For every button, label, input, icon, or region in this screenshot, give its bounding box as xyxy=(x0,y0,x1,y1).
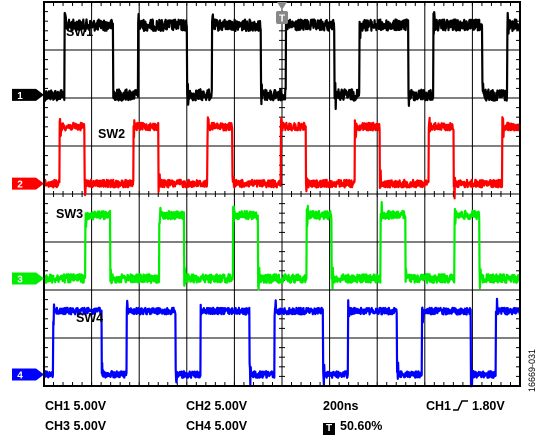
trigger-position-marker: T xyxy=(276,2,288,25)
trace-labels: SW1 SW2 SW3 SW4 xyxy=(56,25,125,325)
trace-label-sw1: SW1 xyxy=(66,25,93,39)
graticule xyxy=(44,2,520,386)
ch4-scale: CH4 5.00V xyxy=(186,419,248,433)
channel-marker-label: 4 xyxy=(17,370,23,381)
trace-label-sw3: SW3 xyxy=(56,207,83,221)
channel-marker-shape xyxy=(12,272,44,285)
channel-marker-shape xyxy=(12,368,44,381)
waveform-traces xyxy=(42,11,521,388)
trace-sw4 xyxy=(42,297,521,388)
trigger-level: 1.80V xyxy=(472,399,505,413)
channel-4-marker: 4 xyxy=(12,368,44,381)
channel-marker-shape xyxy=(12,177,44,190)
channel-3-marker: 3 xyxy=(12,272,44,285)
trigger-source: CH1 xyxy=(426,399,452,413)
ch2-scale: CH2 5.00V xyxy=(186,399,248,413)
rising-edge-icon xyxy=(453,400,469,411)
channel-marker-label: 1 xyxy=(17,91,23,102)
trigger-marker-label: T xyxy=(279,14,285,25)
channel-marker-label: 3 xyxy=(17,274,23,285)
ch3-scale: CH3 5.00V xyxy=(45,419,107,433)
trigger-position-value: 50.60% xyxy=(340,419,383,433)
trace-sw2 xyxy=(42,116,521,200)
trigger-position: T 50.60% xyxy=(323,419,382,435)
channel-marker-shape xyxy=(12,88,44,101)
channel-markers: 1 2 3 4 xyxy=(12,88,44,381)
channel-1-marker: 1 xyxy=(12,88,44,102)
trace-sw3 xyxy=(42,201,521,291)
trigger-badge-icon: T xyxy=(323,423,335,435)
trace-sw1 xyxy=(42,11,521,111)
ch1-scale: CH1 5.00V xyxy=(45,399,107,413)
timebase: 200ns xyxy=(323,399,359,413)
trigger-arrow xyxy=(277,2,287,10)
channel-marker-label: 2 xyxy=(17,180,23,191)
channel-2-marker: 2 xyxy=(12,177,44,191)
trigger-setting: CH1 1.80V xyxy=(426,399,505,413)
figure-id: 16669-031 xyxy=(527,348,537,392)
trace-label-sw4: SW4 xyxy=(76,311,103,325)
trace-label-sw2: SW2 xyxy=(98,127,125,141)
trigger-marker-box xyxy=(276,11,288,24)
